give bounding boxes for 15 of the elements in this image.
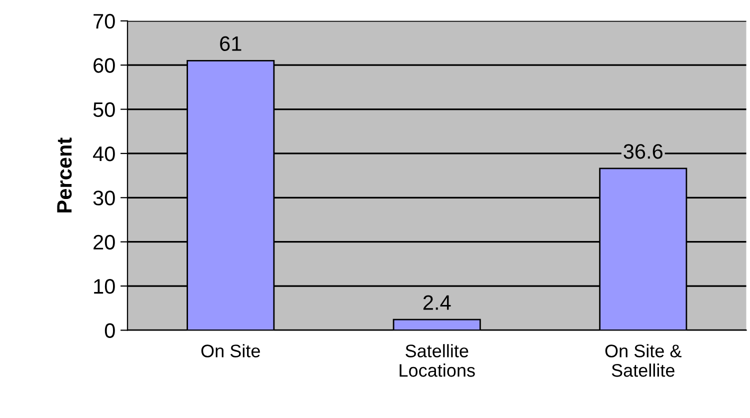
data-label: 36.6 bbox=[624, 144, 662, 159]
y-axis-title: Percent bbox=[57, 138, 72, 212]
y-tick-label: 20 bbox=[94, 234, 115, 250]
y-tick-label: 70 bbox=[94, 14, 115, 29]
data-label: 61 bbox=[220, 36, 242, 51]
x-tick-label: On Site & Satellite bbox=[605, 344, 682, 377]
x-tick-label: Satellite Locations bbox=[400, 344, 475, 377]
y-tick-label: 30 bbox=[93, 190, 115, 206]
y-tick-label: 40 bbox=[93, 146, 115, 162]
x-tick-label: On Site bbox=[201, 344, 260, 358]
y-tick-label: 0 bbox=[104, 323, 115, 338]
y-tick-label: 60 bbox=[94, 58, 115, 73]
y-tick-label: 50 bbox=[93, 102, 115, 118]
y-tick-label: 10 bbox=[94, 279, 115, 294]
data-label: 2.4 bbox=[423, 295, 451, 310]
